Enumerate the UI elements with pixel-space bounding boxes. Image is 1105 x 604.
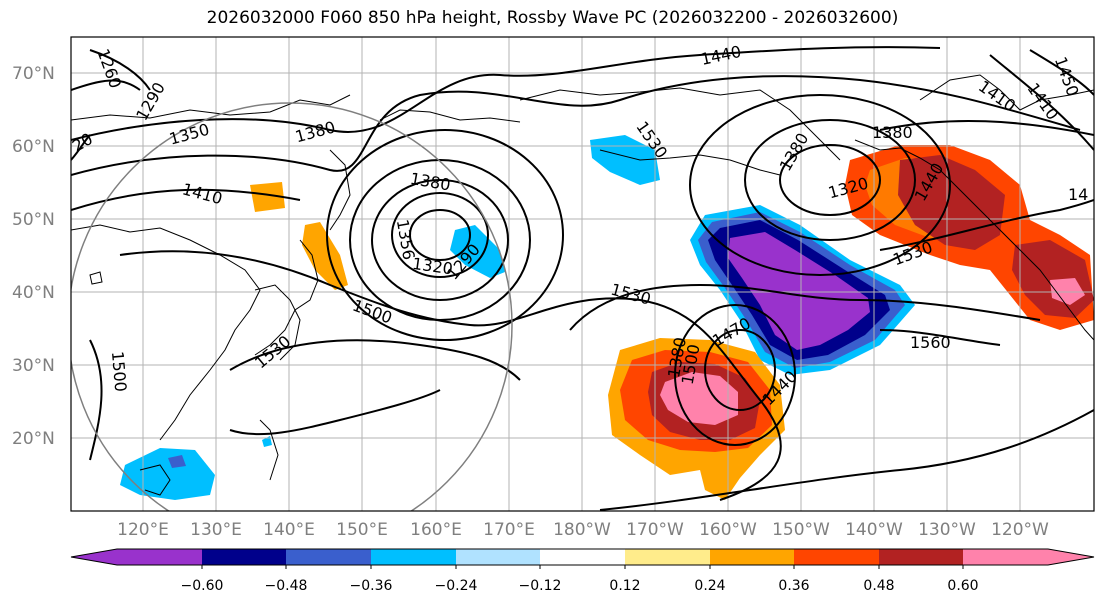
contour-label: 1560 — [910, 333, 951, 352]
lon-label: 120°W — [991, 520, 1049, 540]
latitude-labels: 70°N 60°N 50°N 40°N 30°N 20°N — [12, 64, 55, 449]
graticule — [71, 37, 1094, 511]
lon-label: 130°E — [190, 520, 242, 540]
colorbar-segment — [202, 549, 286, 565]
colorbar-segment — [117, 549, 202, 565]
longitude-labels: 120°E 130°E 140°E 150°E 160°E 170°E 180°… — [117, 520, 1049, 540]
map-title: 2026032000 F060 850 hPa height, Rossby W… — [206, 8, 899, 28]
colorbar-tick-label: −0.60 — [181, 578, 224, 594]
lat-label: 30°N — [12, 356, 55, 376]
colorbar-tick-label: 0.48 — [863, 578, 894, 594]
lon-label: 160°E — [410, 520, 462, 540]
map-frame — [70, 36, 1095, 512]
colorbar-segment — [794, 549, 879, 565]
lat-label: 70°N — [12, 64, 55, 84]
lon-label: 160°W — [699, 520, 757, 540]
colorbar-extend-max — [1048, 549, 1094, 565]
lat-label: 40°N — [12, 283, 55, 303]
lon-label: 170°E — [483, 520, 535, 540]
colorbar-tick-label: 0.12 — [609, 578, 640, 594]
colorbar-segment — [963, 549, 1048, 565]
positive-anomaly-shading — [250, 145, 1094, 500]
contour-label: 1380 — [872, 123, 913, 142]
lon-label: 150°E — [336, 520, 388, 540]
lon-label: 180°W — [553, 520, 611, 540]
lon-label: 120°E — [117, 520, 169, 540]
lon-label: 130°W — [918, 520, 976, 540]
colorbar-tick-label: −0.36 — [350, 578, 393, 594]
lat-label: 20°N — [12, 429, 55, 449]
radius-circle — [71, 102, 513, 511]
lat-label: 60°N — [12, 137, 55, 157]
colorbar-outline — [70, 548, 1095, 566]
lon-label: 150°W — [772, 520, 830, 540]
lon-label: 140°E — [263, 520, 315, 540]
colorbar — [70, 548, 1095, 569]
lon-label: 170°W — [626, 520, 684, 540]
colorbar-tick-label: 0.60 — [947, 578, 978, 594]
colorbar-segment — [710, 549, 794, 565]
lat-label: 50°N — [12, 210, 55, 230]
colorbar-segment — [286, 549, 371, 565]
colorbar-tick-label: −0.24 — [435, 578, 478, 594]
colorbar-extend-min — [71, 549, 117, 565]
colorbar-tick-label: −0.48 — [265, 578, 308, 594]
colorbar-segment — [625, 549, 710, 565]
colorbar-tick-label: 0.36 — [778, 578, 809, 594]
colorbar-segment — [371, 549, 456, 565]
colorbar-tick-label: −0.12 — [519, 578, 562, 594]
colorbar-tick-label: 0.24 — [694, 578, 725, 594]
colorbar-tick-labels: −0.60 −0.48 −0.36 −0.24 −0.12 0.12 0.24 … — [181, 578, 979, 594]
lon-label: 140°W — [845, 520, 903, 540]
map-area: 1260 1290 1350 1380 1440 1410 1380 1410 … — [71, 37, 1094, 511]
colorbar-segment — [879, 549, 963, 565]
contour-label: 14 — [1068, 185, 1088, 204]
colorbar-segment — [540, 549, 625, 565]
height-contours — [71, 46, 1094, 511]
colorbar-segment — [456, 549, 540, 565]
contour-label: 1500 — [108, 350, 130, 392]
